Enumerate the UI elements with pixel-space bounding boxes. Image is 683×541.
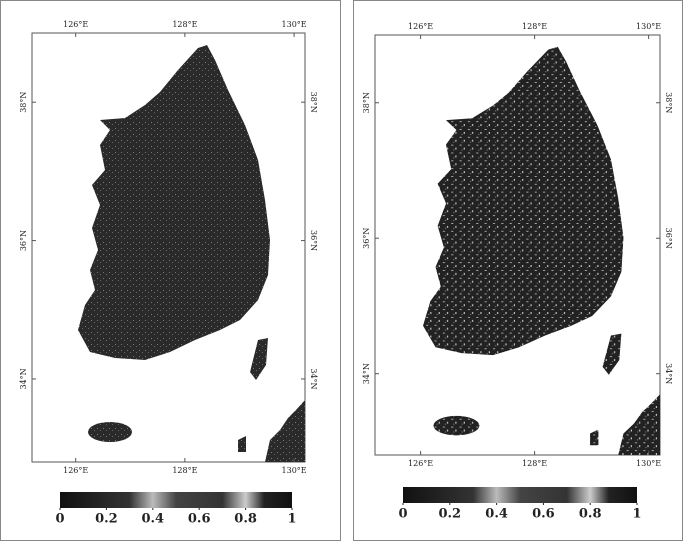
x-tick-label: 126°E	[408, 459, 433, 468]
x-tick-label: 130°E	[282, 20, 307, 29]
colorbar-tick-label: 0.6	[188, 512, 211, 527]
x-tick-label: 126°E	[63, 466, 88, 475]
y-tick-label: 36°N	[362, 228, 371, 249]
x-tick-label: 130°E	[282, 466, 307, 475]
x-tick-label: 128°E	[172, 20, 197, 29]
x-tick-label: 126°E	[63, 20, 88, 29]
x-tick-label: 128°E	[172, 466, 197, 475]
y-tick-label: 38°N	[362, 92, 371, 113]
y-tick-label: 34°N	[664, 363, 673, 384]
colorbar-tick-label: 1	[287, 512, 296, 527]
x-tick-label: 128°E	[522, 459, 547, 468]
colorbar-tick-label: 0	[398, 507, 407, 522]
x-tick-label: 130°E	[636, 22, 661, 31]
colorbar-bar	[403, 487, 637, 503]
y-tick-label: 38°N	[19, 92, 28, 113]
x-tick-label: 130°E	[636, 459, 661, 468]
x-tick-label: 126°E	[408, 22, 433, 31]
y-tick-label: 38°N	[664, 92, 673, 113]
map-land	[78, 45, 305, 462]
colorbar-tick-label: 0.2	[438, 507, 461, 522]
y-tick-label: 34°N	[309, 368, 318, 389]
y-tick-label: 34°N	[362, 363, 371, 384]
colorbar-tick-label: 1	[632, 507, 641, 522]
colorbar: 0 0.2 0.4 0.6 0.8 1	[55, 492, 296, 527]
colorbar-tick-label: 0.4	[141, 512, 164, 527]
colorbar-tick-label: 0.2	[95, 512, 118, 527]
colorbar-tick-label: 0.8	[234, 512, 257, 527]
y-tick-label: 36°N	[19, 230, 28, 251]
colorbar-tick-label: 0.6	[532, 507, 555, 522]
x-tick-label: 128°E	[522, 22, 547, 31]
y-tick-label: 38°N	[309, 92, 318, 113]
y-tick-label: 36°N	[664, 228, 673, 249]
colorbar-tick-label: 0.4	[485, 507, 508, 522]
colorbar-tick-label: 0.8	[579, 507, 602, 522]
map-land	[423, 47, 660, 455]
y-tick-label: 34°N	[19, 368, 28, 389]
figure: 126°E 126°E 128°E 128°E 130°E 130°E 38°N 38°N 36…	[0, 0, 683, 541]
colorbar-bar	[60, 492, 292, 508]
y-tick-label: 36°N	[309, 230, 318, 251]
colorbar: 0 0.2 0.4 0.6 0.8 1	[398, 487, 641, 522]
colorbar-tick-label: 0	[55, 512, 64, 527]
